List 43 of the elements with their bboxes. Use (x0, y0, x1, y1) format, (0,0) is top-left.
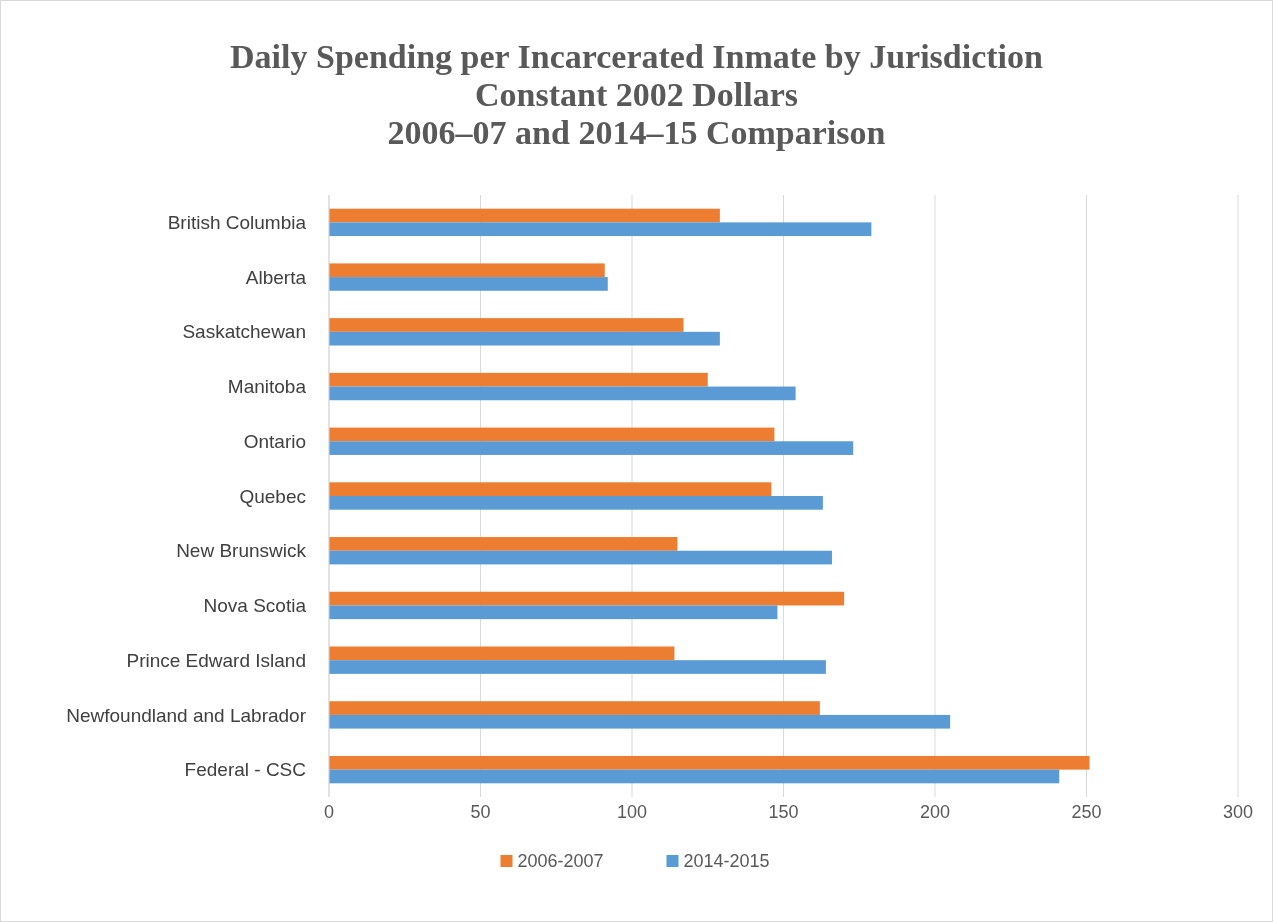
x-tick-label: 0 (323, 802, 335, 822)
bar (329, 537, 678, 551)
bar (329, 714, 951, 729)
bar (329, 277, 608, 291)
y-tick-label: New Brunswick (176, 540, 307, 562)
bar (329, 755, 1090, 770)
bar (329, 263, 605, 278)
x-tick-label: 300 (1222, 802, 1254, 822)
bar (329, 318, 684, 332)
y-tick-label: Prince Edward Island (126, 649, 306, 671)
bar (329, 660, 826, 674)
y-tick-label: Quebec (239, 485, 306, 507)
y-tick-label: Nova Scotia (203, 595, 307, 617)
y-tick-label: Federal - CSC (184, 759, 306, 781)
bar (329, 386, 796, 401)
y-tick-label: Alberta (245, 266, 307, 288)
bar (329, 591, 845, 606)
y-tick-label: Newfoundland and Labrador (66, 704, 307, 726)
y-tick-label: British Columbia (167, 212, 307, 234)
bar (329, 496, 823, 510)
bar (329, 441, 854, 455)
y-tick-label: Ontario (243, 430, 306, 452)
chart-title: Daily Spending per Incarcerated Inmate by Jurisdiction Constant 2002 Dollars 2006–07 and 2014–15 Comparison (230, 38, 1044, 151)
bar (329, 550, 832, 565)
bar (329, 701, 820, 715)
bar (329, 605, 778, 620)
legend-label: 2014-2015 (683, 851, 770, 872)
x-tick-label: 150 (768, 802, 799, 822)
bar (329, 222, 872, 237)
bar (329, 208, 720, 223)
bar (329, 769, 1060, 784)
bar (329, 427, 775, 442)
x-tick-label: 50 (470, 802, 491, 822)
y-tick-label: Manitoba (227, 376, 307, 398)
y-tick-label: Saskatchewan (182, 321, 306, 343)
bar (329, 646, 675, 661)
legend-label: 2006-2007 (517, 851, 604, 872)
x-tick-label: 100 (616, 802, 648, 822)
bar (329, 372, 708, 387)
bar (329, 482, 772, 496)
x-tick-label: 250 (1071, 802, 1102, 822)
bar (329, 331, 720, 346)
x-tick-label: 200 (919, 802, 951, 822)
